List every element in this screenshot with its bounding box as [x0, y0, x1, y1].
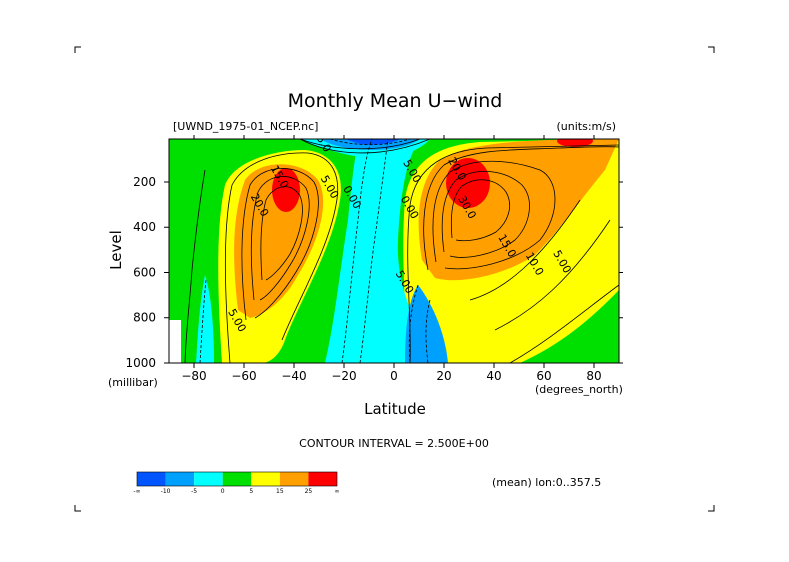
colorbar-swatch [308, 472, 337, 486]
x-tick-label: 80 [586, 369, 601, 383]
contour-interval-label: CONTOUR INTERVAL = 2.500E+00 [299, 437, 489, 450]
x-tick-label: 40 [486, 369, 501, 383]
fill-red-south-jet [272, 168, 300, 212]
x-tick-label: 60 [536, 369, 551, 383]
colorbar-label: ∞ [335, 488, 340, 495]
x-tick-label: −80 [181, 369, 206, 383]
colorbar-swatch [279, 472, 309, 486]
file-label: [UWND_1975-01_NCEP.nc] [173, 120, 318, 133]
mean-lon-label: (mean) lon:0..357.5 [492, 476, 601, 489]
fill-orange-south [234, 164, 324, 318]
axes: −80 −60 −40 −20 0 20 40 60 80 200 400 600 800 1000 [125, 135, 623, 383]
colorbar-label: 0 [221, 488, 225, 495]
fill-blue-core [345, 139, 400, 145]
x-tick-label: −20 [331, 369, 356, 383]
colorbar-swatch [165, 472, 195, 486]
y-tick-label: 200 [133, 175, 156, 189]
colorbar-swatch [194, 472, 223, 486]
contour-lines [184, 139, 619, 363]
colorbar-label: 25 [305, 488, 313, 495]
y-tick-label: 600 [133, 265, 156, 279]
fill-red-north-jet [446, 158, 490, 208]
fill-missing-data [169, 320, 181, 363]
fill-red-polar-north [557, 139, 593, 147]
x-tick-label: 20 [436, 369, 451, 383]
crop-marks [74, 46, 715, 512]
colorbar: -∞ -10 -5 0 5 15 25 ∞ [133, 471, 340, 495]
fill-blue-lower [405, 285, 448, 363]
x-tick-label: −40 [281, 369, 306, 383]
colorbar-swatch [137, 472, 166, 486]
y-tick-label: 1000 [125, 356, 156, 370]
fill-cyan-tropics [325, 139, 440, 363]
y-tick-label: 800 [133, 311, 156, 325]
colorbar-frame [136, 471, 338, 487]
x-tick-label: 0 [390, 369, 398, 383]
x-tick-label: −60 [231, 369, 256, 383]
colorbar-label: -5 [191, 488, 197, 495]
chart-title: Monthly Mean U−wind [288, 90, 503, 112]
units-label: (units:m/s) [557, 120, 617, 133]
y-units-label: (millibar) [108, 376, 158, 389]
contour-lines-negative [199, 139, 431, 363]
colorbar-swatch [222, 472, 252, 486]
x-units-label: (degrees_north) [535, 383, 623, 396]
y-tick-label: 400 [133, 220, 156, 234]
colorbar-swatch [251, 472, 280, 486]
x-axis-label: Latitude [364, 400, 426, 418]
colorbar-label: 15 [276, 488, 284, 495]
colorbar-label: -∞ [133, 488, 140, 495]
colorbar-label: -10 [161, 488, 171, 495]
colorbar-label: 5 [249, 488, 253, 495]
y-axis-label: Level [107, 230, 125, 270]
fill-cyan-antarctic [196, 275, 214, 363]
